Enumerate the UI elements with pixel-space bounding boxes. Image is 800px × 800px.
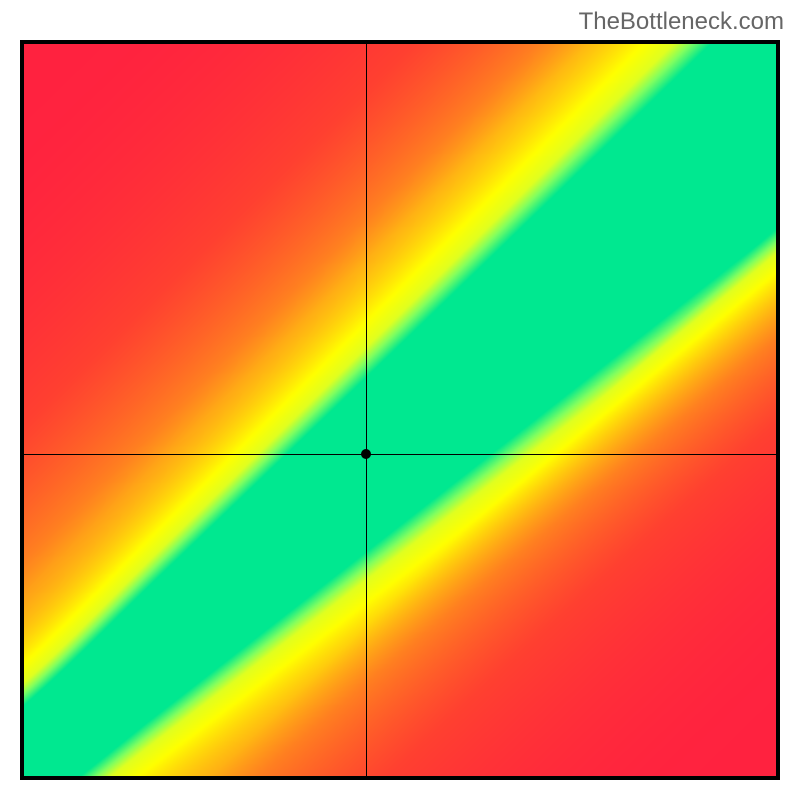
chart-inner (24, 44, 776, 776)
heatmap-canvas (24, 44, 776, 776)
marker-dot (361, 449, 371, 459)
crosshair-vertical (366, 44, 367, 776)
root-container: TheBottleneck.com (0, 0, 800, 800)
chart-frame (20, 40, 780, 780)
crosshair-horizontal (24, 454, 776, 455)
watermark-text: TheBottleneck.com (579, 8, 784, 36)
